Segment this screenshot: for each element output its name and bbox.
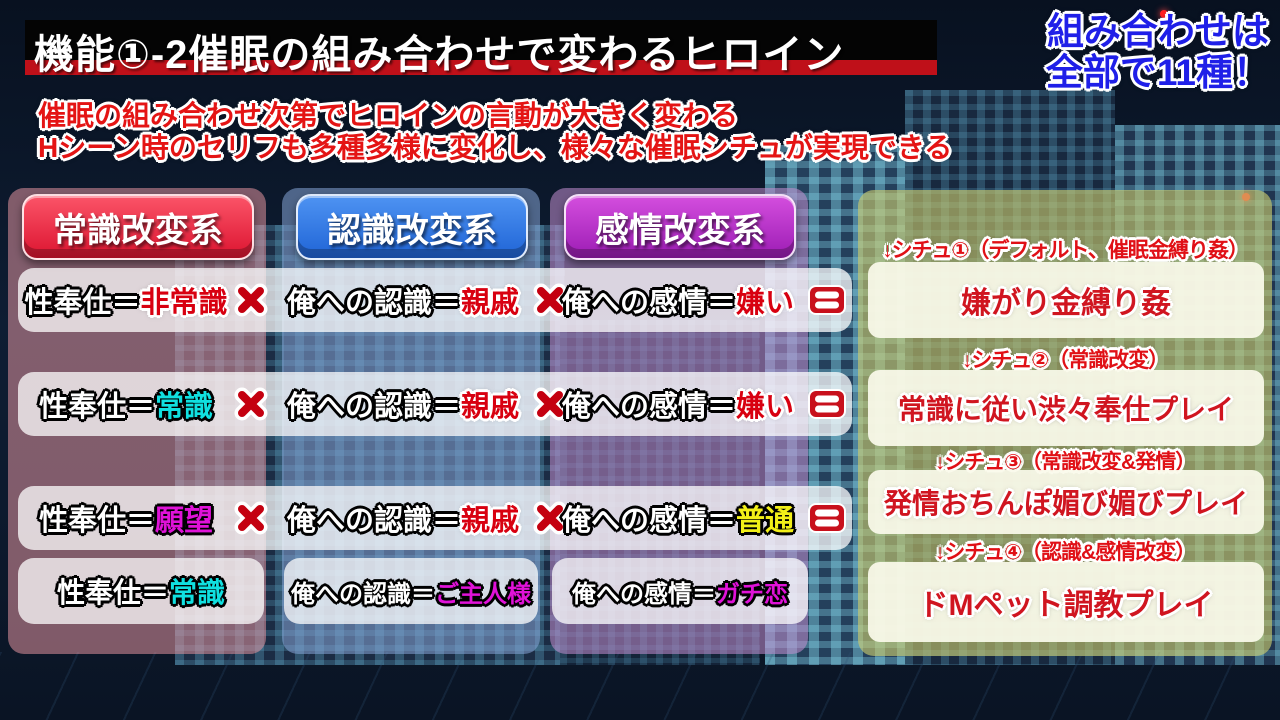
combo-row-background	[18, 372, 852, 436]
combo-label: 俺への認識＝	[286, 505, 461, 537]
combo-label: 俺への感情＝	[561, 391, 736, 423]
multiply-icon	[533, 387, 567, 421]
combo-row-background	[18, 268, 852, 332]
combo-row-4: 性奉仕＝ 常識 俺への認識＝ ご主人様 俺への感情＝ ガチ恋	[0, 558, 860, 624]
badge-line-1: 組み合わせは	[1046, 11, 1269, 52]
column-header-recognition: 認識改変系	[296, 194, 528, 260]
combo-label: 性奉仕＝	[38, 505, 155, 537]
column-header-emotion: 感情改変系	[564, 194, 796, 260]
combo-row-background	[18, 558, 264, 624]
multiply-icon	[533, 501, 567, 535]
combo-label: 性奉仕＝	[56, 577, 169, 608]
combo-value: ご主人様	[435, 580, 531, 608]
situation-result-4: ドMペット調教プレイ	[868, 562, 1264, 642]
column-header-common-sense: 常識改変系	[22, 194, 254, 260]
subtitle-line-1: 催眠の組み合わせ次第でヒロインの言動が大きく変わる	[38, 100, 739, 131]
combo-label: 性奉仕＝	[24, 287, 141, 319]
equals-icon	[808, 503, 846, 533]
background-ground	[0, 652, 1280, 720]
multiply-icon	[234, 283, 268, 317]
badge-line-2: 全部で11種！	[1045, 51, 1270, 93]
beacon-light-icon	[1160, 10, 1168, 18]
combo-label: 俺への感情＝	[561, 287, 736, 319]
combo-row-1: 性奉仕＝ 非常識 俺への認識＝ 親戚 俺への感情＝ 嫌い	[0, 268, 860, 332]
combo-value: 常識	[169, 577, 226, 608]
combo-label: 俺への認識＝	[286, 391, 461, 423]
multiply-icon	[234, 387, 268, 421]
combo-label: 俺への認識＝	[286, 287, 461, 319]
combo-value: 親戚	[461, 287, 520, 319]
combo-value: 普通	[736, 505, 795, 537]
situation-label-2: ↓シチュ②（常識改変）	[961, 349, 1169, 372]
situation-label-4: ↓シチュ④（認識&感情改変）	[934, 541, 1196, 564]
situation-result-1: 嫌がり金縛り姦	[868, 262, 1264, 338]
combo-value: 非常識	[140, 287, 228, 319]
subtitle: 催眠の組み合わせ次第でヒロインの言動が大きく変わる Hシーン時のセリフも多種多様…	[38, 100, 952, 164]
combo-value: ガチ恋	[716, 580, 788, 608]
combination-count-badge: 組み合わせは 全部で11種！	[1045, 11, 1270, 93]
equals-icon	[808, 389, 846, 419]
combo-row-background	[284, 558, 538, 624]
combo-row-3: 性奉仕＝ 願望 俺への認識＝ 親戚 俺への感情＝ 普通	[0, 486, 860, 550]
title-bar-red-underline	[25, 60, 937, 75]
combo-label: 性奉仕＝	[38, 391, 155, 423]
combo-row-background	[552, 558, 808, 624]
situation-label-1: ↓シチュ①（デフォルト、催眠金縛り姦）	[882, 239, 1249, 262]
title-bar-black	[25, 20, 937, 60]
multiply-icon	[234, 501, 268, 535]
situation-result-2: 常識に従い渋々奉仕プレイ	[868, 370, 1264, 446]
equals-icon	[808, 285, 846, 315]
combo-row-background	[18, 486, 852, 550]
combo-value: 嫌い	[736, 287, 795, 319]
multiply-icon	[533, 283, 567, 317]
situation-label-3: ↓シチュ③（常識改変&発情）	[934, 451, 1196, 474]
situation-result-3: 発情おちんぽ媚び媚びプレイ	[868, 470, 1264, 534]
combo-value: 親戚	[461, 391, 520, 423]
combo-label: 俺への感情＝	[572, 580, 716, 608]
combo-value: 嫌い	[736, 391, 795, 423]
combo-value: 願望	[155, 505, 214, 537]
combo-label: 俺への認識＝	[291, 580, 435, 608]
combo-value: 常識	[155, 391, 214, 423]
combo-label: 俺への感情＝	[561, 505, 736, 537]
combo-row-2: 性奉仕＝ 常識 俺への認識＝ 親戚 俺への感情＝ 嫌い	[0, 372, 860, 436]
combo-value: 親戚	[461, 505, 520, 537]
page-title: 機能①-2催眠の組み合わせで変わるヒロイン	[34, 33, 845, 77]
subtitle-line-2: Hシーン時のセリフも多種多様に変化し、様々な催眠シチュが実現できる	[38, 132, 953, 164]
